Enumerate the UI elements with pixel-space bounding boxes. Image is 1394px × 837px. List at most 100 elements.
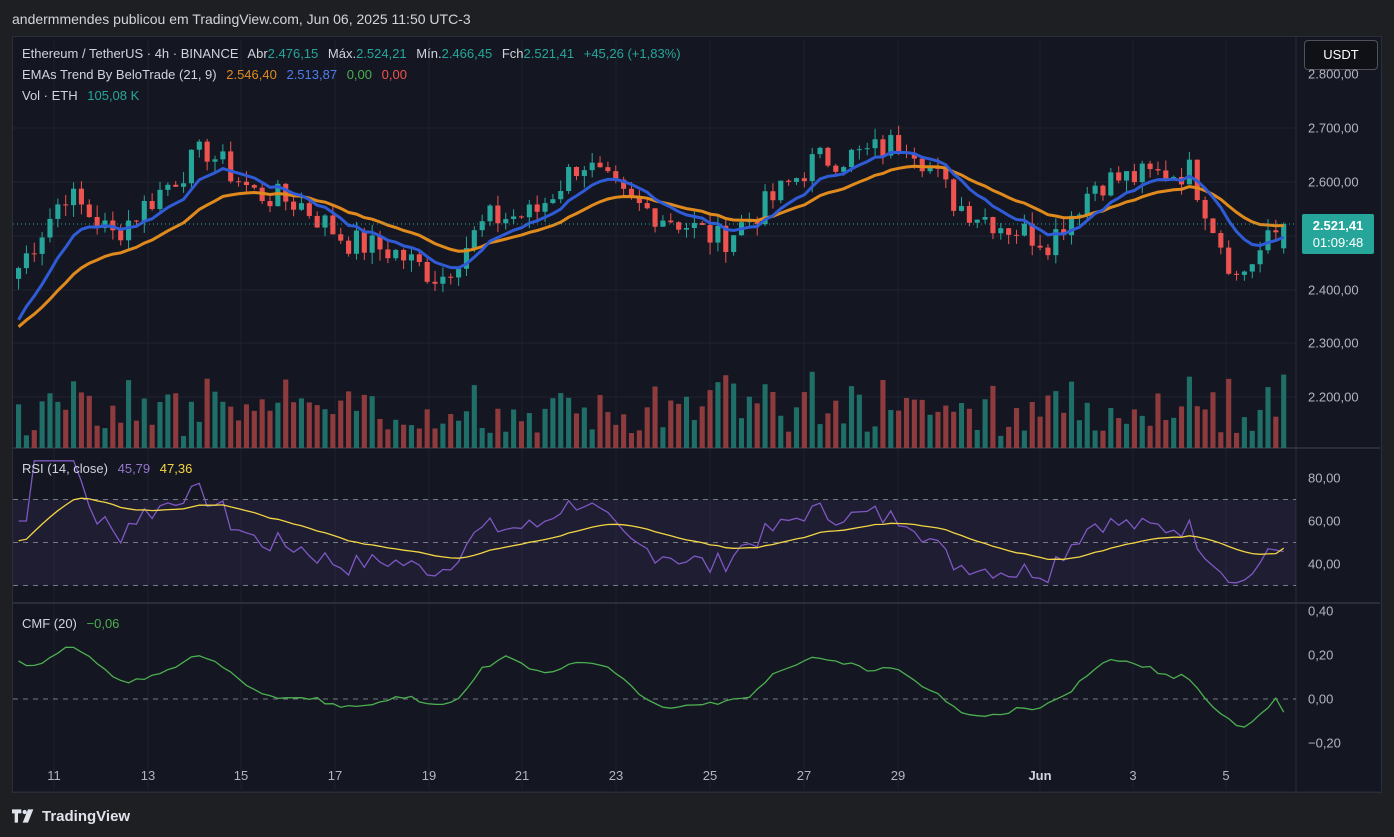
ema-value-3: 0,00 [346, 67, 373, 82]
price-tick: 2.400,00 [1308, 282, 1359, 298]
volume-bar [165, 394, 171, 448]
candle-body [951, 179, 957, 211]
ema-value-4: 0,00 [381, 67, 407, 82]
volume-bar [786, 431, 792, 448]
time-tick: 15 [233, 768, 249, 783]
time-tick: 13 [140, 768, 156, 783]
ema-title[interactable]: EMAs Trend By BeloTrade (21, 9) [22, 67, 217, 82]
volume-bar [1084, 402, 1090, 448]
volume-bar [86, 395, 92, 448]
rsi-legend[interactable]: RSI (14, close) 45,79 47,36 [22, 461, 198, 476]
volume-bar [597, 395, 603, 448]
time-tick: 21 [514, 768, 530, 783]
candle-body [817, 147, 823, 155]
candle-body [212, 159, 218, 162]
volume-bar [110, 405, 116, 448]
volume-bar [369, 396, 375, 448]
price-tick: 2.200,00 [1308, 389, 1359, 405]
volume-legend[interactable]: Vol · ETH 105,08 K [22, 88, 145, 103]
volume-bar [181, 435, 187, 448]
candle-body [47, 218, 53, 238]
volume-bar [495, 408, 501, 448]
candle-body [1186, 159, 1192, 185]
volume-bar [416, 428, 422, 448]
volume-bar [935, 411, 941, 448]
volume-bar [102, 428, 108, 448]
candle-body [471, 230, 477, 249]
candle-body [833, 165, 839, 172]
candle-body [126, 220, 132, 241]
candle-body [291, 201, 297, 210]
rsi-tick: 40,00 [1308, 556, 1341, 572]
volume-bar [982, 399, 988, 448]
cmf-title[interactable]: CMF (20) [22, 616, 77, 631]
candle-body [1053, 229, 1059, 256]
candle-body [715, 225, 721, 243]
volume-bar [628, 433, 635, 448]
candle-body [1241, 271, 1247, 275]
volume-bar [78, 392, 84, 448]
volume-bar [23, 435, 29, 448]
volume-bar [1202, 409, 1208, 448]
volume-bar [911, 399, 917, 448]
candle-body [298, 203, 304, 210]
time-tick: 19 [421, 768, 437, 783]
cmf-legend[interactable]: CMF (20) −0,06 [22, 616, 125, 631]
candle-body [566, 166, 572, 192]
candle-body [841, 167, 847, 172]
symbol-title[interactable]: Ethereum / TetherUS · 4h · BINANCE [22, 46, 239, 61]
volume-bar [39, 401, 45, 448]
change-value: +45,26 (+1,83%) [583, 46, 681, 61]
candle-body [613, 171, 619, 180]
tradingview-footer[interactable]: TradingView [12, 806, 130, 826]
time-tick: 25 [702, 768, 718, 783]
ema-legend[interactable]: EMAs Trend By BeloTrade (21, 9) 2.546,40… [22, 67, 413, 82]
volume-bar [958, 403, 965, 448]
rsi-tick: 60,00 [1308, 513, 1341, 529]
candle-body [864, 148, 870, 150]
volume-bar [432, 428, 438, 448]
time-tick: 3 [1129, 768, 1137, 783]
volume-bar [330, 414, 336, 448]
currency-button[interactable]: USDT [1304, 40, 1378, 70]
candle-body [71, 188, 77, 206]
volume-bar [361, 394, 367, 448]
symbol-legend[interactable]: Ethereum / TetherUS · 4h · BINANCE Abr2.… [22, 46, 687, 61]
volume-bar [1053, 391, 1059, 448]
candle-body [188, 149, 194, 184]
volume-bar [927, 414, 933, 448]
volume-bar [770, 391, 776, 448]
candle-body [157, 189, 163, 209]
volume-bar [196, 421, 202, 448]
volume-bar [1076, 420, 1082, 448]
candle-body [94, 217, 100, 228]
volume-title[interactable]: Vol · ETH [22, 88, 78, 103]
volume-bar [872, 426, 878, 448]
volume-bar [71, 381, 77, 448]
time-tick: 23 [608, 768, 624, 783]
candle-body [880, 139, 886, 156]
candle-body [644, 203, 650, 209]
candle-body [1163, 170, 1169, 181]
chart-frame[interactable] [12, 36, 1382, 793]
candle-body [63, 204, 69, 206]
publish-header: andermmendes publicou em TradingView.com… [0, 0, 1394, 36]
volume-bar [314, 405, 320, 448]
volume-bar [157, 401, 163, 448]
volume-bar [448, 414, 454, 448]
volume-bar [793, 407, 800, 448]
candle-body [801, 178, 807, 182]
candle-body [636, 197, 642, 204]
rsi-title[interactable]: RSI (14, close) [22, 461, 108, 476]
candle-body [424, 262, 430, 282]
high-value: 2.524,21 [356, 46, 407, 61]
author-line: andermmendes publicou em TradingView.com… [12, 11, 471, 27]
ema-value-2: 2.513,87 [286, 67, 338, 82]
cmf-tick: 0,00 [1308, 691, 1334, 707]
volume-bar [16, 404, 22, 448]
volume-bar [141, 398, 147, 448]
volume-bar [1068, 381, 1075, 448]
volume-bar [636, 430, 642, 448]
volume-bar [440, 423, 446, 448]
